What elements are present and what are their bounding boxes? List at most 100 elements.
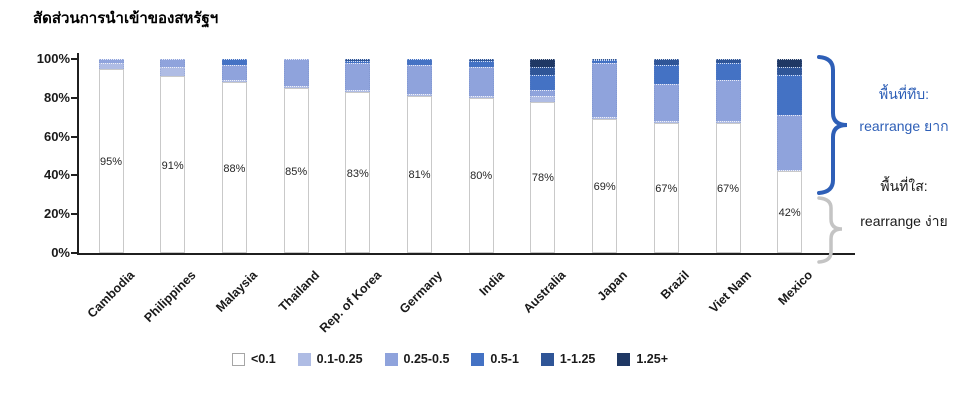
bar-segment — [592, 60, 618, 63]
x-tick-label: Philippines — [141, 268, 199, 326]
bar-segment — [777, 66, 803, 75]
bar-segment — [530, 90, 556, 96]
bar-segment — [345, 90, 371, 92]
legend-swatch — [297, 352, 311, 366]
bar-value-label: 81% — [408, 169, 431, 182]
bar-segment — [530, 74, 556, 91]
bar-segment — [592, 117, 618, 120]
bar-segment — [468, 97, 494, 253]
bar-segment — [345, 62, 371, 91]
bar-segment — [592, 62, 618, 118]
y-tick-label: 80% — [43, 89, 70, 105]
bar-value-label: 83% — [346, 167, 369, 180]
annotation-opaque-line2: rearrange ยาก — [859, 118, 949, 134]
annotation-clear-line1: พื้นที่ใส: — [880, 178, 928, 194]
bar-segment — [468, 66, 494, 96]
legend-item: 1-1.25 — [540, 352, 596, 366]
bar-value-label: 80% — [470, 170, 493, 183]
bar-segment — [345, 91, 371, 253]
bar-segment — [715, 59, 741, 63]
legend-label: 0.25-0.5 — [403, 352, 450, 366]
x-axis-line — [77, 253, 855, 255]
y-tick-mark — [71, 96, 78, 99]
y-tick-label: 0% — [51, 245, 70, 260]
x-tick-label: Thailand — [275, 268, 323, 315]
bar-segment — [468, 95, 494, 98]
x-tick-label: Rep. of Korea — [316, 268, 384, 336]
bar-segment — [221, 64, 247, 81]
bar-segment — [98, 68, 124, 253]
bar-segment — [777, 171, 803, 253]
x-tick-label: Germany — [397, 268, 446, 317]
bar-value-label: 67% — [716, 183, 740, 196]
bar-value-label: 95% — [99, 155, 123, 168]
bar-segment — [653, 64, 679, 85]
bar-segment — [592, 119, 618, 254]
annotation-clear-area: พื้นที่ใส: rearrange ง่าย — [848, 176, 960, 233]
legend-swatch — [471, 352, 485, 366]
bar-segment — [530, 101, 556, 253]
bar-value-label: 85% — [285, 165, 308, 178]
y-tick-mark — [71, 58, 78, 60]
annotation-opaque-area: พื้นที่ทึบ: rearrange ยาก — [848, 84, 960, 138]
chart-legend: <0.1 0.1-0.25 0.25-0.5 0.5-1 1-1.25 1.25+ — [0, 352, 900, 366]
bar-value-label: 78% — [531, 172, 554, 185]
bar-segment — [468, 60, 494, 67]
bar-segment — [777, 74, 803, 116]
bar-segment — [407, 95, 432, 253]
bar-segment — [777, 169, 803, 172]
bar-segment — [653, 84, 679, 122]
bar: 69% — [592, 59, 618, 254]
y-tick-label: 20% — [43, 206, 70, 222]
bar: 80% — [468, 59, 494, 253]
bar-segment — [221, 82, 247, 253]
bar-value-label: 42% — [778, 207, 801, 220]
y-tick-label: 60% — [43, 128, 70, 144]
legend-item: 0.5-1 — [471, 352, 519, 366]
bar-segment — [715, 62, 741, 81]
bar-segment — [715, 123, 741, 253]
legend-item: <0.1 — [231, 352, 276, 366]
bar: 88% — [221, 59, 247, 253]
bar: 83% — [345, 59, 371, 253]
bar-segment — [221, 80, 247, 83]
x-tick-label: Japan — [595, 268, 631, 304]
chart-title: สัดส่วนการนำเข้าของสหรัฐฯ — [33, 10, 219, 27]
bar: 78% — [530, 59, 556, 253]
bar-segment — [283, 88, 309, 253]
legend-swatch — [540, 352, 554, 366]
x-tick-label: Brazil — [658, 268, 693, 302]
bar-segment — [283, 86, 309, 89]
legend-label: 0.5-1 — [490, 352, 519, 366]
x-tick-label: Cambodia — [84, 268, 137, 321]
bar: 85% — [283, 59, 309, 253]
bar-segment — [715, 121, 741, 123]
annotation-opaque-line1: พื้นที่ทึบ: — [878, 86, 930, 102]
x-tick-label: Viet Nam — [706, 268, 754, 316]
legend-swatch — [384, 352, 398, 366]
bar-segment — [160, 76, 186, 253]
x-tick-label: Australia — [521, 268, 569, 316]
bar-segment — [407, 93, 432, 96]
bar: 81% — [407, 59, 432, 253]
x-tick-label: Mexico — [775, 268, 816, 308]
legend-swatch — [617, 352, 631, 366]
x-tick-label: Malaysia — [213, 268, 261, 315]
annotation-clear-line2: rearrange ง่าย — [860, 213, 948, 229]
legend-label: 1.25+ — [636, 352, 669, 366]
bar-segment — [160, 59, 186, 67]
legend-item: 0.1-0.25 — [297, 352, 363, 366]
y-tick-label: 100% — [36, 51, 70, 66]
legend-label: 1-1.25 — [559, 352, 596, 366]
bar-segment — [530, 66, 556, 75]
bar-segment — [283, 59, 309, 87]
bar-value-label: 91% — [161, 159, 184, 172]
y-tick-mark — [71, 135, 78, 138]
y-axis-line — [77, 53, 79, 254]
legend-item: 0.25-0.5 — [384, 352, 450, 366]
bar-segment — [345, 59, 371, 61]
bar-segment — [98, 62, 124, 69]
bar: 67% — [715, 59, 741, 253]
bar-segment — [530, 95, 556, 102]
y-tick-label: 40% — [43, 167, 70, 183]
